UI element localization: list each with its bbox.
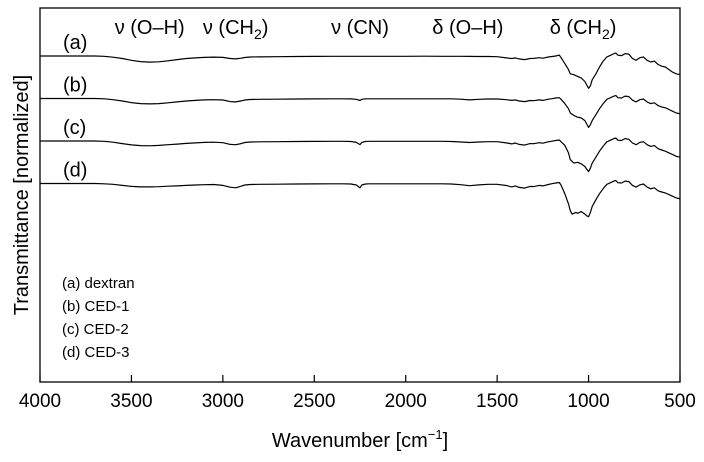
spectrum-line-d [40,180,681,218]
spectrum-line-b [40,95,681,128]
band-group: (O–H) [130,17,184,39]
band-annotation: δ (CH2) [550,17,617,42]
x-tick-label: 2000 [385,391,427,412]
band-group: (CH [218,17,254,39]
band-group: (CH [566,17,602,39]
band-symbol: ν [115,17,131,39]
legend: (a) dextran (b) CED-1 (c) CED-2 (d) CED-3 [62,275,135,361]
band-group-close: ) [610,17,617,39]
band-annotation: ν (CH2) [203,17,269,42]
band-subscript: 2 [254,26,262,42]
curve-label-c: (c) [63,117,86,139]
curve-label-b: (b) [63,75,87,97]
legend-entry: (a) dextran [62,275,135,292]
legend-entry: (c) CED-2 [62,321,129,338]
x-tick-label: 2500 [293,391,335,412]
x-axis-title-suffix: ] [443,430,449,452]
band-annotation: δ (O–H) [432,17,503,39]
band-symbol: δ [550,17,567,39]
band-group: (O–H) [449,17,503,39]
band-symbol: δ [432,17,449,39]
curve-label-a: (a) [63,32,87,54]
band-symbol: ν [203,17,219,39]
band-annotation: ν (O–H) [115,17,185,39]
spectra-curves [40,52,681,218]
x-axis-title-main: Wavenumber [cm [272,430,428,452]
x-tick-label: 4000 [19,391,61,412]
band-group-close: ) [262,17,269,39]
x-tick-label: 3000 [202,391,244,412]
x-tick-label: 3500 [110,391,152,412]
curve-labels: (a) (b) (c) (d) [63,32,87,182]
x-axis-title-superscript: −1 [428,427,443,442]
x-axis-ticks: 4000 3500 3000 2500 2000 1500 1000 500 [19,375,696,412]
band-symbol: ν [331,17,347,39]
curve-label-d: (d) [63,160,87,182]
band-group: (CN) [347,17,389,39]
band-annotations: ν (O–H) ν (CH2) ν (CN) δ (O–H) δ (CH2) [115,17,617,42]
plot-frame [39,7,681,383]
legend-entry: (d) CED-3 [62,344,130,361]
band-annotation: ν (CN) [331,17,389,39]
band-subscript: 2 [602,26,610,42]
x-tick-label: 500 [664,391,696,412]
spectrum-line-c [40,137,681,173]
legend-entry: (b) CED-1 [62,298,130,315]
x-tick-label: 1000 [567,391,609,412]
x-tick-label: 1500 [476,391,518,412]
y-axis-title: Transmittance [normalized] [11,75,33,315]
spectrum-line-a [40,52,681,89]
x-axis-title: Wavenumber [cm−1] [272,427,448,452]
